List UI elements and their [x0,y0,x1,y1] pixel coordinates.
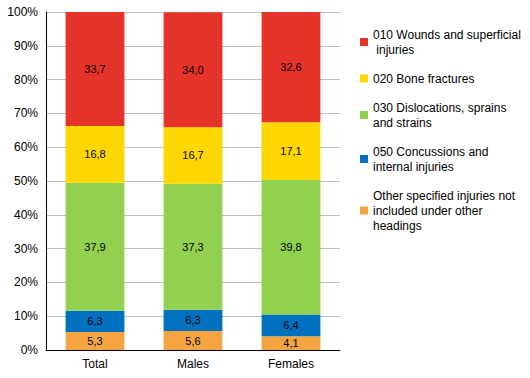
svg-text:Other specified injuries not: Other specified injuries not [373,189,518,203]
svg-text:5,3: 5,3 [87,335,102,347]
svg-text:39,8: 39,8 [280,241,301,253]
svg-text:100%: 100% [7,5,38,19]
svg-text:17,1: 17,1 [280,145,301,157]
svg-text:6,3: 6,3 [87,315,102,327]
svg-text:40%: 40% [14,208,38,222]
svg-text:0%: 0% [21,343,39,357]
svg-text:030 Dislocations, sprains: 030 Dislocations, sprains [373,101,510,115]
svg-text:10%: 10% [14,309,38,323]
svg-text:20%: 20% [14,275,38,289]
svg-text:70%: 70% [14,106,38,120]
svg-text:90%: 90% [14,39,38,53]
svg-text:16,8: 16,8 [84,148,105,160]
svg-text:80%: 80% [14,73,38,87]
svg-text:Males: Males [177,357,209,371]
svg-text:Females: Females [268,357,314,371]
svg-text:020 Bone fractures: 020 Bone fractures [373,72,474,86]
svg-text:30%: 30% [14,242,38,256]
svg-text:5,6: 5,6 [185,335,200,347]
svg-text:50%: 50% [14,174,38,188]
svg-text:6,4: 6,4 [283,319,298,331]
svg-text:050 Concussions and: 050 Concussions and [373,145,492,159]
svg-text:injuries: injuries [373,43,414,57]
svg-text:34,0: 34,0 [182,64,203,76]
svg-text:4,1: 4,1 [283,337,298,349]
svg-text:6,3: 6,3 [185,314,200,326]
svg-text:and strains: and strains [373,116,432,130]
svg-text:16,7: 16,7 [182,149,203,161]
svg-text:32,6: 32,6 [280,61,301,73]
svg-text:37,3: 37,3 [182,241,203,253]
svg-text:010 Wounds and superficial: 010 Wounds and superficial [373,28,521,42]
svg-text:33,7: 33,7 [84,63,105,75]
svg-text:internal injuries: internal injuries [373,160,454,174]
svg-text:included under other: included under other [373,204,486,218]
svg-text:37,9: 37,9 [84,241,105,253]
svg-text:60%: 60% [14,140,38,154]
svg-text:headings: headings [373,219,422,233]
svg-text:Total: Total [82,357,107,371]
